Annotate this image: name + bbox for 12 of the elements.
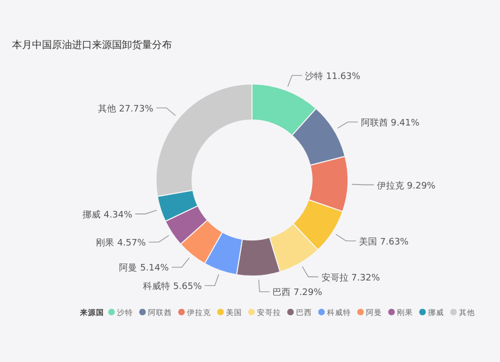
- data-label: 伊拉克 9.29%: [376, 181, 436, 192]
- data-label: 阿联酋 9.41%: [360, 118, 420, 128]
- data-label: 阿曼 5.14%: [119, 264, 169, 274]
- data-label: 巴西 7.29%: [272, 288, 322, 298]
- data-label: 美国 7.63%: [359, 237, 409, 248]
- chart-title: 本月中国原油进口来源国卸货量分布: [12, 39, 172, 51]
- data-label: 科威特 5.65%: [143, 282, 202, 292]
- data-label: 刚果 4.57%: [96, 238, 146, 249]
- data-label: 沙特 11.63%: [305, 72, 360, 82]
- data-label: 安哥拉 7.32%: [321, 273, 380, 284]
- data-label: 其他 27.73%: [98, 104, 154, 114]
- data-label: 挪威 4.34%: [82, 210, 132, 220]
